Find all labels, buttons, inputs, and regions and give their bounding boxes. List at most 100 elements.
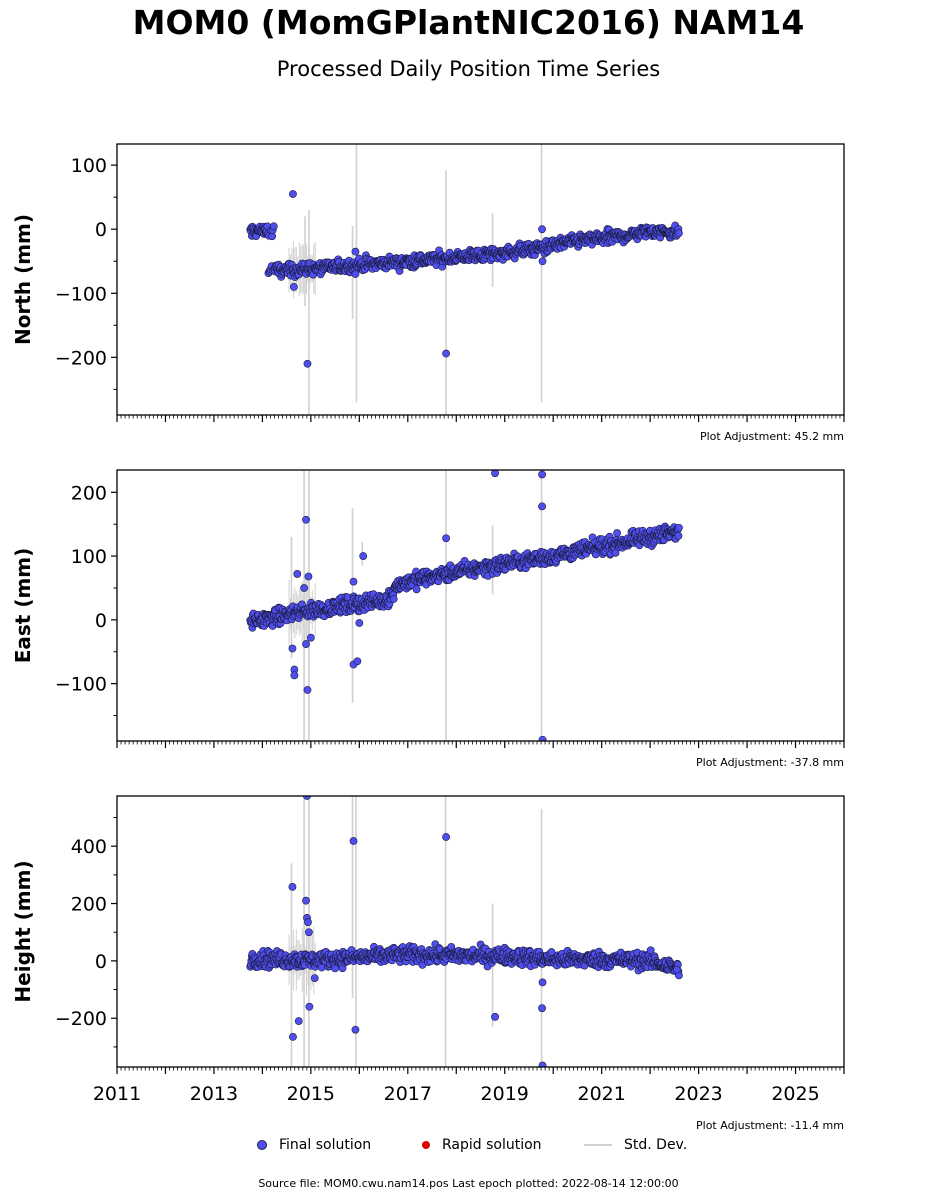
final-solution-point (269, 222, 278, 231)
final-solution-point (305, 1002, 314, 1011)
final-solution-point (538, 225, 546, 234)
final-solution-point (353, 657, 362, 666)
y-tick-label: 0 (95, 610, 107, 632)
final-solution-point (288, 644, 297, 653)
legend-final-label: Final solution (279, 1137, 372, 1153)
y-tick-label: 100 (71, 546, 107, 568)
panel-1: 100 0 −100 −200 North (mm) Plot Adjustment: 4… (11, 143, 845, 443)
y-axis-label: East (mm) (11, 548, 35, 664)
final-solution-point (538, 735, 547, 741)
final-solution-point (290, 282, 298, 291)
final-solution-point (672, 965, 681, 974)
plot-area (246, 796, 683, 1067)
final-solution-point (646, 946, 655, 955)
final-solution-point (675, 229, 683, 238)
final-solution-point (288, 883, 297, 891)
final-solution-point (303, 359, 312, 368)
y-tick-label: −100 (55, 674, 107, 696)
std-dev-line-icon (584, 1144, 612, 1146)
final-solution-point (355, 619, 364, 627)
final-solution-point (289, 1032, 297, 1041)
x-tick-label: 2011 (93, 1083, 141, 1105)
final-solution-point (349, 577, 358, 586)
final-solution-point (302, 896, 310, 905)
page-subtitle: Processed Daily Position Time Series (276, 57, 661, 81)
panel-3: 400 200 0 −200 2011 2013 2015 2017 2019 2021 2023 2… (11, 795, 845, 1132)
final-solution-point (538, 470, 546, 479)
final-solution-point (538, 1004, 546, 1013)
final-solution-point (538, 257, 547, 266)
final-solution-point (351, 247, 360, 256)
final-solution-point (289, 190, 297, 198)
source-file-footer: Source file: MOM0.cwu.nam14.pos Last epo… (258, 1177, 679, 1190)
final-solution-point (675, 523, 683, 532)
y-axis-label: North (mm) (11, 214, 35, 345)
final-solution-point (351, 1025, 360, 1034)
legend-final: Final solution (257, 1137, 371, 1153)
x-tick-label: 2019 (481, 1083, 529, 1105)
final-solution-point (304, 918, 312, 927)
final-solution-point (302, 640, 310, 648)
x-tick-label: 2025 (771, 1083, 819, 1105)
final-solution-point (302, 515, 310, 524)
rapid-solution-marker-icon (422, 1141, 430, 1149)
final-solution-point (442, 534, 450, 543)
final-solution-point (389, 595, 398, 603)
y-tick-label: 100 (71, 155, 107, 177)
final-solution-point (412, 585, 421, 594)
y-tick-label: 400 (71, 836, 107, 858)
x-tick-label: 2015 (287, 1083, 335, 1105)
final-solution-point (359, 552, 368, 560)
plot-adjustment-label: Plot Adjustment: 45.2 mm (700, 430, 844, 443)
final-solution-point (293, 570, 302, 578)
final-solution-point (611, 548, 620, 557)
y-tick-label: 200 (71, 482, 107, 504)
plot-area (246, 144, 683, 415)
y-tick-label: 200 (71, 894, 107, 916)
plot-adjustment-label: Plot Adjustment: -37.8 mm (696, 756, 844, 769)
y-tick-label: −200 (55, 347, 107, 369)
y-tick-label: 0 (95, 219, 107, 241)
panel-2: 200 100 0 −100 East (mm) Plot Adjustment: -37… (11, 469, 845, 769)
final-solution-point (303, 686, 312, 694)
final-solution-point (310, 974, 319, 983)
final-solution-point (290, 671, 299, 680)
final-solution-point (305, 928, 313, 937)
final-solution-point (538, 502, 546, 511)
plot-area (246, 470, 683, 741)
legend-rapid: Rapid solution (422, 1137, 542, 1153)
y-tick-label: −200 (55, 1008, 107, 1030)
page-title: MOM0 (MomGPlantNIC2016) NAM14 (132, 3, 805, 42)
final-solution-point (300, 584, 308, 592)
final-solution-point (491, 1012, 499, 1021)
final-solution-point (674, 531, 683, 540)
axes-frame (116, 143, 845, 416)
axes-frame (116, 469, 845, 742)
final-solution-point (442, 833, 450, 841)
final-solution-point (491, 470, 499, 478)
plot-adjustment-label: Plot Adjustment: -11.4 mm (696, 1119, 844, 1132)
legend-std-label: Std. Dev. (624, 1137, 688, 1153)
y-tick-label: −100 (55, 283, 107, 305)
final-solution-point (442, 349, 450, 358)
final-solution-point (538, 978, 547, 987)
legend-rapid-label: Rapid solution (442, 1137, 542, 1153)
final-solution-point (349, 837, 358, 845)
final-solution-point (613, 529, 621, 537)
y-axis-label: Height (mm) (11, 860, 35, 1002)
x-tick-label: 2017 (384, 1083, 432, 1105)
x-tick-label: 2013 (190, 1083, 238, 1105)
legend-std: Std. Dev. (584, 1137, 687, 1153)
y-tick-label: 0 (95, 951, 107, 973)
legend: Final solution Rapid solution Std. Dev. (0, 1137, 937, 1157)
x-tick-label: 2021 (577, 1083, 625, 1105)
x-tick-label: 2023 (674, 1083, 722, 1105)
final-solution-point (294, 1017, 303, 1026)
final-solution-point (306, 633, 315, 642)
final-solution-point (304, 572, 313, 581)
final-solution-marker-icon (257, 1140, 267, 1150)
final-solution-point (351, 270, 360, 278)
final-solution-point (538, 1061, 547, 1067)
axes-frame (116, 795, 845, 1068)
